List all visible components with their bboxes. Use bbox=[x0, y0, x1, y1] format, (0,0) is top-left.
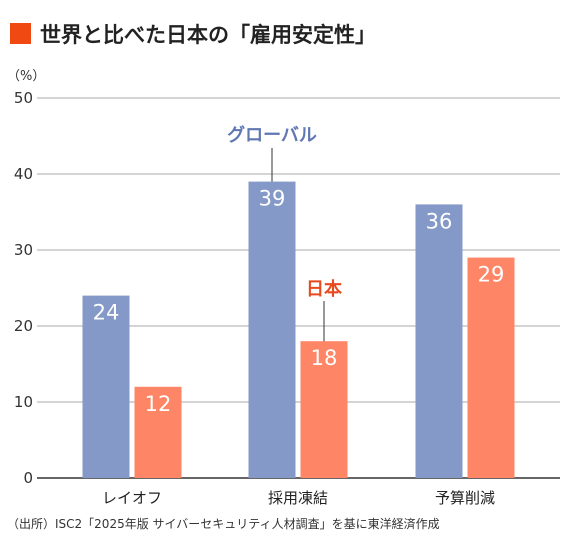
y-tick-label: 50 bbox=[14, 89, 33, 107]
chart-title: 世界と比べた日本の「雇用安定性」 bbox=[40, 23, 376, 47]
bar-value-label: 24 bbox=[93, 301, 120, 325]
y-tick-labels: 0 10 20 30 40 50 bbox=[14, 89, 33, 487]
y-tick-label: 20 bbox=[14, 317, 33, 335]
series-label-global: グローバル bbox=[227, 124, 317, 146]
bar-japan-0 bbox=[134, 386, 182, 478]
bar-global-2 bbox=[415, 204, 463, 478]
x-category-label: 採用凍結 bbox=[268, 489, 328, 507]
x-category-labels: レイオフ 採用凍結 予算削減 bbox=[102, 489, 495, 507]
bar-value-label: 12 bbox=[145, 392, 172, 416]
y-tick-label: 0 bbox=[23, 469, 33, 487]
y-axis-unit: （%） bbox=[7, 69, 45, 84]
bars: 24 39 36 12 18 29 bbox=[82, 181, 515, 478]
bar-global-0 bbox=[82, 295, 130, 478]
y-tick-label: 30 bbox=[14, 241, 33, 259]
bar-value-label: 36 bbox=[426, 209, 453, 233]
y-tick-label: 40 bbox=[14, 165, 33, 183]
bar-value-label: 18 bbox=[311, 346, 338, 370]
source-note: （出所）ISC2「2025年版 サイバーセキュリティ人材調査」を基に東洋経済作成 bbox=[7, 516, 440, 531]
bar-value-label: 29 bbox=[478, 263, 505, 287]
x-category-label: 予算削減 bbox=[435, 489, 495, 507]
y-tick-label: 10 bbox=[14, 393, 33, 411]
x-category-label: レイオフ bbox=[102, 489, 162, 507]
bar-global-1 bbox=[248, 181, 296, 478]
bar-japan-2 bbox=[467, 257, 515, 478]
bar-japan-1 bbox=[300, 341, 348, 478]
bar-value-label: 39 bbox=[259, 187, 286, 211]
title-marker bbox=[10, 23, 31, 44]
series-label-japan: 日本 bbox=[306, 278, 342, 300]
